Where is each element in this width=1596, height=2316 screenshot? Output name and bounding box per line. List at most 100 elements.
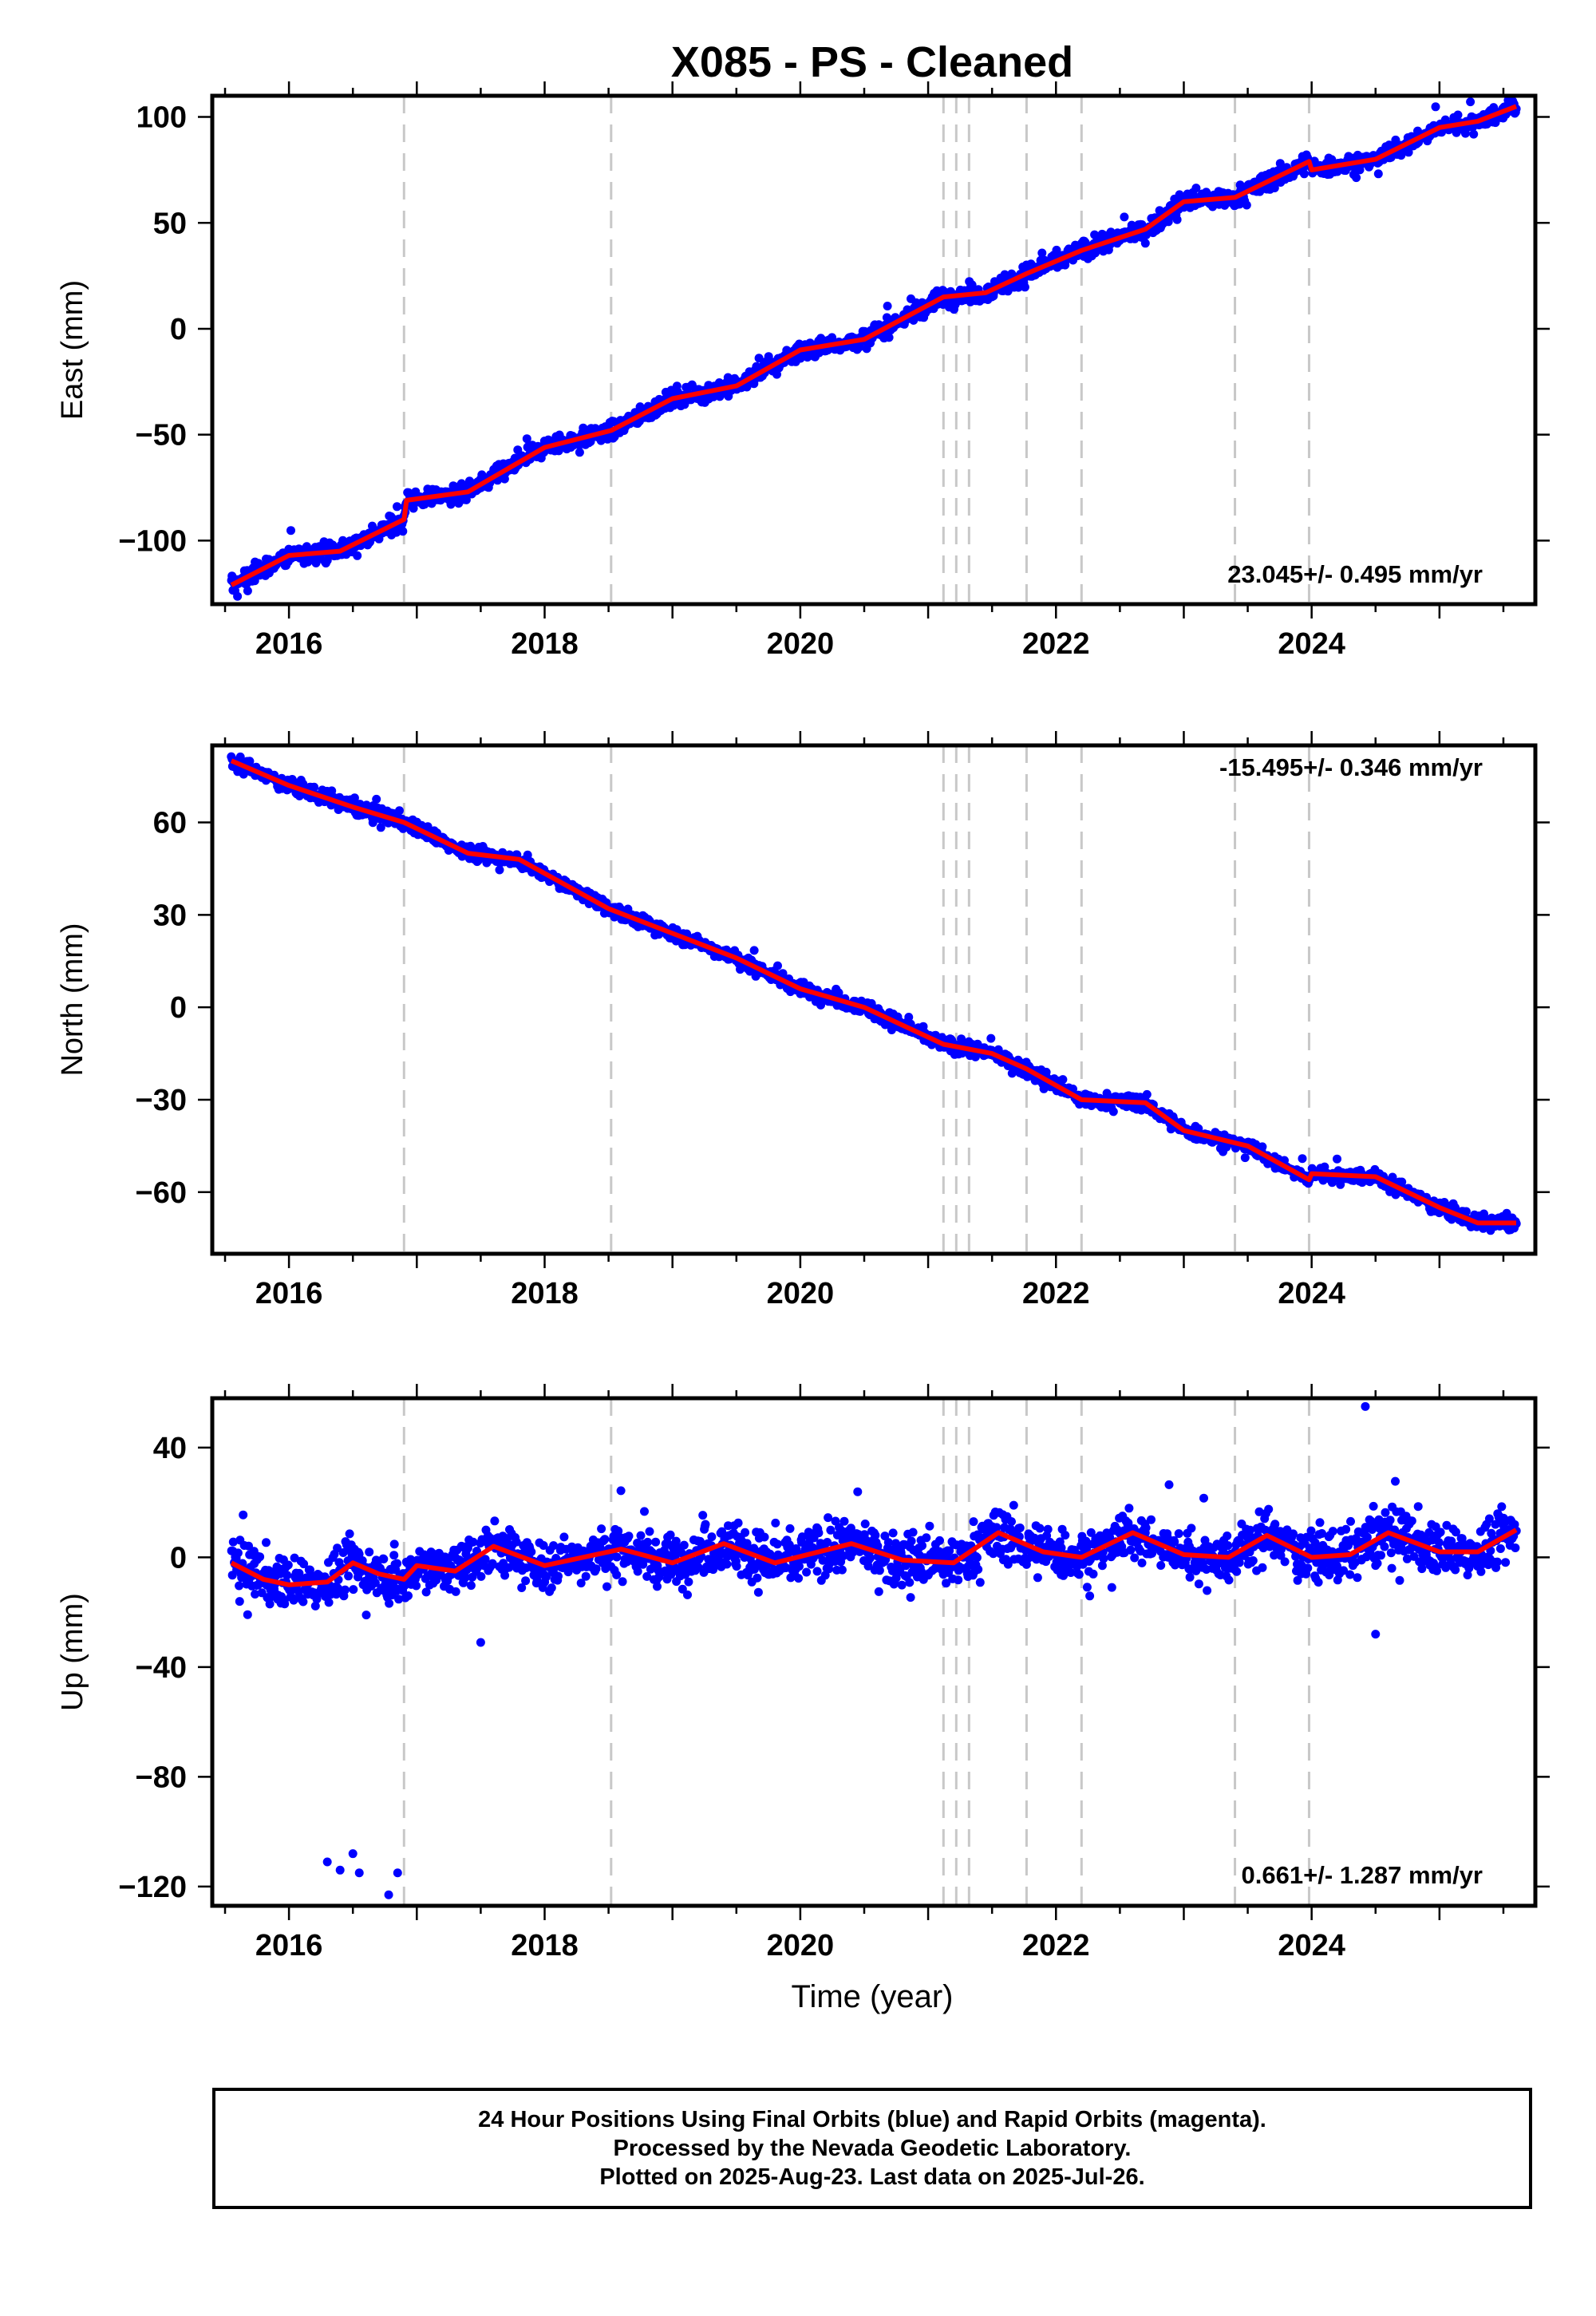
data-point — [612, 1552, 622, 1562]
data-point — [698, 1511, 708, 1520]
data-point — [1270, 184, 1279, 192]
data-point — [855, 1547, 864, 1556]
data-point — [310, 782, 319, 792]
data-point — [251, 1590, 260, 1599]
data-point — [1431, 102, 1440, 112]
y-tick-label: 0 — [170, 313, 187, 346]
data-point — [897, 1580, 907, 1590]
data-point — [379, 1555, 389, 1563]
model-fit-line — [230, 758, 1516, 1226]
y-tick-label: −60 — [136, 1176, 187, 1210]
data-point — [880, 1531, 890, 1541]
x-tick-label: 2020 — [767, 1277, 835, 1310]
data-point — [828, 333, 837, 342]
data-point — [814, 1528, 824, 1538]
data-point — [1020, 283, 1029, 292]
data-point — [823, 1538, 832, 1547]
data-point — [753, 1587, 763, 1597]
y-tick-label: 60 — [153, 807, 187, 840]
data-point — [255, 1552, 265, 1562]
data-point — [385, 1599, 394, 1608]
data-point — [517, 1583, 527, 1592]
data-point — [1140, 239, 1150, 248]
y-tick-label: −50 — [136, 419, 187, 453]
data-point — [554, 1571, 563, 1581]
data-point — [283, 1560, 293, 1570]
data-point — [389, 1551, 399, 1560]
data-point — [794, 1574, 804, 1583]
data-point — [243, 1610, 252, 1619]
data-point — [797, 1532, 807, 1542]
data-point — [1397, 1177, 1407, 1187]
data-point — [527, 1547, 536, 1556]
data-point — [888, 1528, 898, 1538]
data-point — [1299, 169, 1309, 179]
model-fit-line — [230, 104, 1518, 587]
data-point — [466, 1581, 476, 1591]
x-tick-label: 2016 — [255, 627, 323, 661]
data-point — [701, 1520, 710, 1529]
x-tick-label: 2016 — [255, 1277, 323, 1310]
rate-label: -15.495+/- 0.346 mm/yr — [1219, 753, 1483, 781]
data-point — [645, 1527, 654, 1536]
data-point — [1352, 173, 1361, 183]
data-point — [521, 1576, 531, 1586]
data-point — [600, 1535, 610, 1544]
data-point — [244, 1541, 253, 1551]
data-point — [451, 1587, 460, 1596]
data-point — [624, 1531, 634, 1541]
data-points — [227, 96, 1521, 601]
data-point — [500, 1571, 510, 1580]
data-point — [651, 1537, 661, 1547]
data-points — [227, 752, 1521, 1235]
data-point — [394, 1595, 404, 1604]
data-point — [280, 1599, 290, 1609]
y-tick-label: 50 — [153, 207, 187, 240]
data-point — [633, 1567, 642, 1576]
data-point — [404, 1591, 413, 1600]
data-point — [539, 1541, 548, 1550]
data-point — [376, 823, 385, 832]
data-point — [1258, 1142, 1267, 1152]
data-point — [874, 1587, 883, 1596]
data-point — [468, 1537, 478, 1547]
data-point — [488, 1559, 497, 1568]
data-point — [871, 1531, 880, 1540]
data-point — [724, 1521, 733, 1531]
data-point — [678, 1584, 687, 1594]
data-point — [837, 1565, 847, 1575]
axes-frame — [210, 93, 1538, 607]
data-point — [480, 1555, 490, 1564]
data-point — [1396, 151, 1406, 160]
data-point — [512, 1537, 521, 1547]
data-point — [907, 1536, 916, 1546]
data-point — [239, 1510, 248, 1520]
data-point — [638, 1559, 648, 1569]
data-point — [820, 1571, 830, 1580]
data-point — [233, 1548, 243, 1558]
data-point — [597, 1524, 606, 1534]
data-point — [575, 448, 584, 457]
x-tick-label: 2022 — [1022, 1277, 1090, 1310]
data-point — [1453, 110, 1463, 120]
data-point — [1460, 128, 1470, 138]
data-point — [812, 1567, 822, 1576]
data-point — [393, 502, 401, 512]
data-point — [642, 1571, 652, 1581]
data-point — [559, 1532, 569, 1542]
data-point — [345, 1529, 354, 1539]
data-point — [906, 1593, 915, 1603]
data-point — [1052, 245, 1061, 255]
data-point — [245, 757, 255, 766]
data-point — [707, 1532, 717, 1542]
data-point — [406, 1555, 416, 1564]
data-point — [773, 961, 782, 970]
data-point — [353, 551, 362, 560]
data-point — [1336, 1180, 1345, 1189]
x-tick-label: 2018 — [511, 627, 579, 661]
data-point — [839, 1516, 849, 1526]
data-point — [922, 1533, 931, 1543]
